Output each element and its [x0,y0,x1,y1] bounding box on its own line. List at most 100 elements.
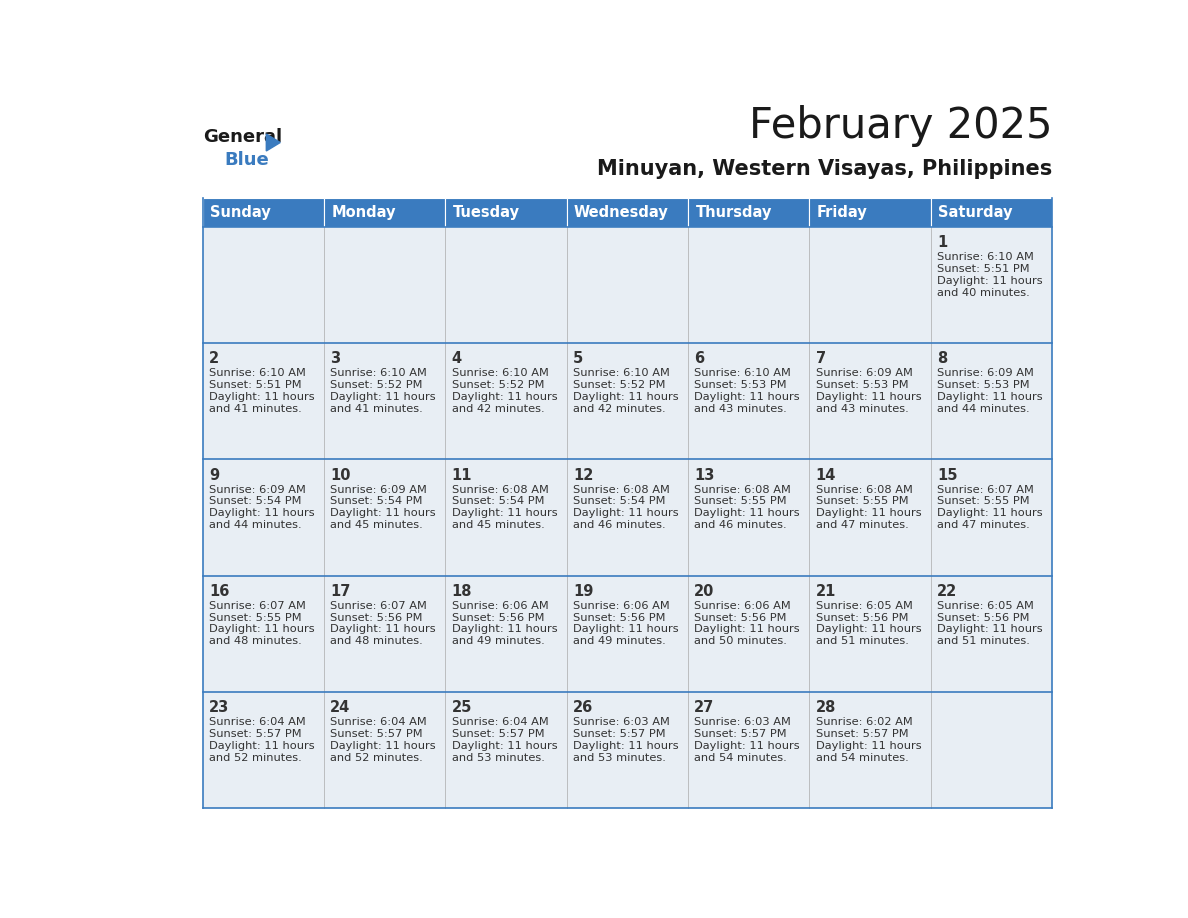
Text: Daylight: 11 hours: Daylight: 11 hours [815,509,921,519]
Text: and 40 minutes.: and 40 minutes. [937,288,1030,298]
Text: and 48 minutes.: and 48 minutes. [209,636,302,646]
Text: Daylight: 11 hours: Daylight: 11 hours [815,741,921,751]
Text: Sunset: 5:53 PM: Sunset: 5:53 PM [694,380,786,390]
Text: 9: 9 [209,467,219,483]
Text: Friday: Friday [816,205,867,220]
Text: Daylight: 11 hours: Daylight: 11 hours [209,624,315,634]
Text: Sunday: Sunday [210,205,271,220]
Text: Daylight: 11 hours: Daylight: 11 hours [694,509,800,519]
Text: Sunrise: 6:07 AM: Sunrise: 6:07 AM [209,600,305,610]
Text: Daylight: 11 hours: Daylight: 11 hours [330,392,436,402]
Text: Sunset: 5:55 PM: Sunset: 5:55 PM [209,612,302,622]
Text: Sunrise: 6:09 AM: Sunrise: 6:09 AM [937,368,1034,378]
Text: 6: 6 [694,352,704,366]
Text: and 45 minutes.: and 45 minutes. [330,521,423,531]
Text: Sunset: 5:56 PM: Sunset: 5:56 PM [815,612,908,622]
Text: 21: 21 [815,584,836,599]
Text: 3: 3 [330,352,340,366]
Text: Daylight: 11 hours: Daylight: 11 hours [573,392,678,402]
Text: and 43 minutes.: and 43 minutes. [694,404,786,414]
Text: Daylight: 11 hours: Daylight: 11 hours [209,392,315,402]
Text: Sunrise: 6:10 AM: Sunrise: 6:10 AM [937,252,1034,263]
Text: Sunset: 5:54 PM: Sunset: 5:54 PM [330,497,423,507]
Text: and 47 minutes.: and 47 minutes. [937,521,1030,531]
Text: 10: 10 [330,467,350,483]
Bar [446,198,567,227]
Text: Sunset: 5:53 PM: Sunset: 5:53 PM [815,380,908,390]
Text: Saturday: Saturday [939,205,1012,220]
Text: 28: 28 [815,700,836,715]
Bar [203,227,1053,343]
Text: 25: 25 [451,700,472,715]
Text: Sunset: 5:52 PM: Sunset: 5:52 PM [573,380,665,390]
Text: General: General [203,128,282,146]
Text: Tuesday: Tuesday [453,205,519,220]
Text: and 42 minutes.: and 42 minutes. [573,404,665,414]
Text: 13: 13 [694,467,714,483]
Bar [324,198,446,227]
Text: 7: 7 [815,352,826,366]
Text: Sunrise: 6:06 AM: Sunrise: 6:06 AM [694,600,791,610]
Text: Daylight: 11 hours: Daylight: 11 hours [937,276,1043,286]
Text: 1: 1 [937,235,947,251]
Text: Sunrise: 6:08 AM: Sunrise: 6:08 AM [573,485,670,495]
Text: Sunrise: 6:10 AM: Sunrise: 6:10 AM [451,368,549,378]
Text: 12: 12 [573,467,593,483]
Text: and 48 minutes.: and 48 minutes. [330,636,423,646]
Text: Daylight: 11 hours: Daylight: 11 hours [573,741,678,751]
Text: Sunrise: 6:04 AM: Sunrise: 6:04 AM [330,717,426,727]
Text: Sunset: 5:57 PM: Sunset: 5:57 PM [815,729,908,739]
Text: and 46 minutes.: and 46 minutes. [573,521,665,531]
Text: Sunrise: 6:04 AM: Sunrise: 6:04 AM [209,717,305,727]
Text: Sunset: 5:57 PM: Sunset: 5:57 PM [209,729,302,739]
Text: and 53 minutes.: and 53 minutes. [451,753,544,763]
Text: 14: 14 [815,467,836,483]
Text: Sunset: 5:54 PM: Sunset: 5:54 PM [573,497,665,507]
Text: Sunrise: 6:08 AM: Sunrise: 6:08 AM [815,485,912,495]
Text: 26: 26 [573,700,593,715]
Text: and 43 minutes.: and 43 minutes. [815,404,909,414]
Bar [688,198,809,227]
Text: Daylight: 11 hours: Daylight: 11 hours [573,624,678,634]
Text: Sunset: 5:56 PM: Sunset: 5:56 PM [330,612,423,622]
Text: Thursday: Thursday [695,205,772,220]
Text: Sunrise: 6:06 AM: Sunrise: 6:06 AM [451,600,548,610]
Text: Sunset: 5:52 PM: Sunset: 5:52 PM [451,380,544,390]
Text: Sunrise: 6:07 AM: Sunrise: 6:07 AM [937,485,1034,495]
Bar [567,198,688,227]
Text: Monday: Monday [331,205,396,220]
Text: Sunrise: 6:09 AM: Sunrise: 6:09 AM [209,485,305,495]
Text: Sunset: 5:54 PM: Sunset: 5:54 PM [209,497,302,507]
Text: Sunset: 5:56 PM: Sunset: 5:56 PM [937,612,1029,622]
Text: Daylight: 11 hours: Daylight: 11 hours [451,741,557,751]
Text: Sunset: 5:53 PM: Sunset: 5:53 PM [937,380,1030,390]
Text: 8: 8 [937,352,947,366]
Text: and 44 minutes.: and 44 minutes. [937,404,1030,414]
Text: Sunset: 5:57 PM: Sunset: 5:57 PM [451,729,544,739]
Text: Sunset: 5:56 PM: Sunset: 5:56 PM [451,612,544,622]
Text: Sunrise: 6:04 AM: Sunrise: 6:04 AM [451,717,548,727]
Text: and 42 minutes.: and 42 minutes. [451,404,544,414]
Text: Sunset: 5:56 PM: Sunset: 5:56 PM [573,612,665,622]
Text: 17: 17 [330,584,350,599]
Bar [809,198,931,227]
Text: and 52 minutes.: and 52 minutes. [330,753,423,763]
Text: Sunset: 5:55 PM: Sunset: 5:55 PM [937,497,1030,507]
Text: 24: 24 [330,700,350,715]
Text: 2: 2 [209,352,219,366]
Text: and 47 minutes.: and 47 minutes. [815,521,909,531]
Bar [203,198,324,227]
Text: Wednesday: Wednesday [574,205,669,220]
Text: Sunrise: 6:05 AM: Sunrise: 6:05 AM [937,600,1034,610]
Text: Sunrise: 6:02 AM: Sunrise: 6:02 AM [815,717,912,727]
Text: and 54 minutes.: and 54 minutes. [694,753,786,763]
Text: Sunrise: 6:10 AM: Sunrise: 6:10 AM [694,368,791,378]
Text: and 50 minutes.: and 50 minutes. [694,636,788,646]
Text: 11: 11 [451,467,472,483]
Text: Sunrise: 6:09 AM: Sunrise: 6:09 AM [330,485,426,495]
Text: Sunset: 5:55 PM: Sunset: 5:55 PM [815,497,908,507]
Text: Sunrise: 6:07 AM: Sunrise: 6:07 AM [330,600,426,610]
Text: 19: 19 [573,584,593,599]
Text: and 41 minutes.: and 41 minutes. [209,404,302,414]
Text: Sunset: 5:57 PM: Sunset: 5:57 PM [330,729,423,739]
